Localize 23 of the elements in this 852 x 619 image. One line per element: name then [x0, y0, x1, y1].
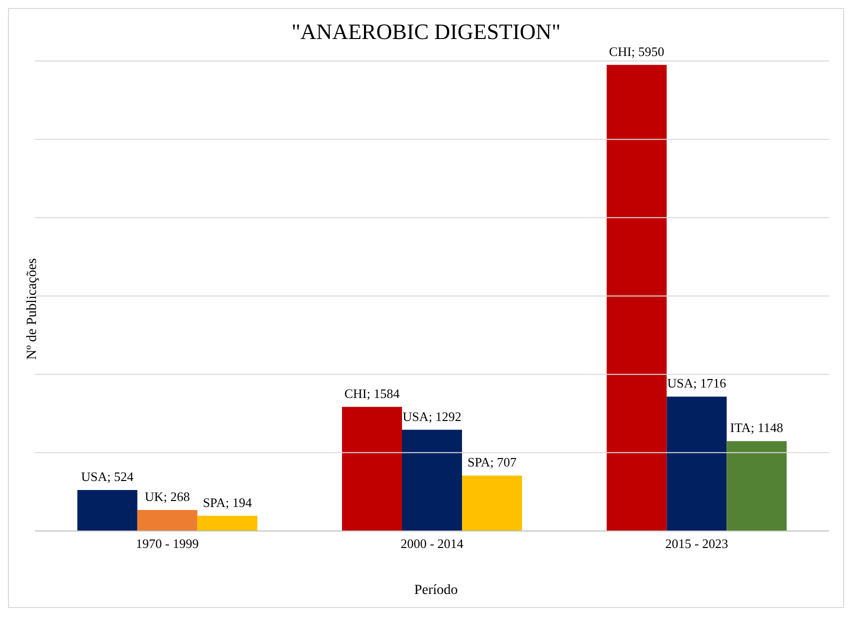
bar [666, 396, 727, 531]
bar [606, 64, 667, 531]
x-tick-label: 2000 - 2014 [400, 536, 464, 552]
data-label: USA; 1716 [667, 376, 727, 391]
x-tick-label: 1970 - 1999 [136, 536, 199, 552]
bar [402, 430, 462, 531]
data-label: CHI; 5950 [609, 44, 664, 59]
chart-title: "ANAEROBIC DIGESTION" [290, 19, 562, 45]
bar [197, 516, 258, 531]
data-label: UK; 268 [144, 489, 190, 504]
data-label: USA; 524 [81, 468, 134, 484]
data-label: ITA; 1148 [730, 420, 784, 436]
data-label: SPA; 194 [202, 494, 252, 510]
x-tick-label: 2015 - 2023 [665, 536, 728, 552]
y-axis-title: Nº de Publicações [25, 258, 41, 360]
bar [462, 476, 522, 531]
data-label: USA; 1292 [402, 408, 462, 424]
x-axis-title: Período [413, 583, 459, 599]
bar [342, 406, 402, 531]
data-label: SPA; 707 [468, 454, 518, 470]
data-label: CHI; 1584 [344, 386, 400, 401]
bar [726, 441, 787, 531]
bar [137, 510, 198, 531]
